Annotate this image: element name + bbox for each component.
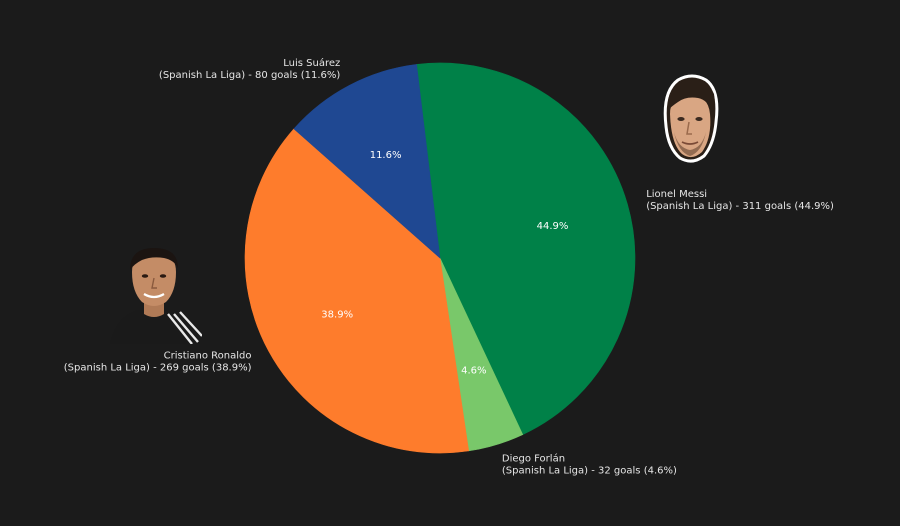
slice-label-detail-3: (Spanish La Liga) - 80 goals (11.6%) [159, 70, 340, 81]
percent-labels: 44.9% 4.6% 38.9% 11.6% [321, 150, 568, 377]
slice-label-detail-0: (Spanish La Liga) - 311 goals (44.9%) [646, 201, 834, 212]
slice-label-name-0: Lionel Messi [646, 189, 707, 200]
percent-label-3: 11.6% [370, 150, 402, 161]
slice-labels: Lionel Messi (Spanish La Liga) - 311 goal… [64, 57, 834, 476]
slice-label-detail-2: (Spanish La Liga) - 269 goals (38.9%) [64, 362, 252, 373]
slice-label-1: Diego Forlán (Spanish La Liga) - 32 goals… [502, 452, 677, 476]
messi-portrait-icon [663, 74, 719, 163]
pie-slice-3 [293, 64, 441, 259]
slice-label-detail-1: (Spanish La Liga) - 32 goals (4.6%) [502, 465, 677, 476]
percent-label-0: 44.9% [537, 221, 569, 232]
pie-slice-2 [244, 128, 470, 454]
percent-label-1: 4.6% [461, 366, 486, 377]
ronaldo-portrait-icon [110, 248, 202, 344]
percent-label-2: 38.9% [321, 309, 353, 320]
pie-slices [244, 62, 636, 454]
slice-label-name-2: Cristiano Ronaldo [164, 350, 252, 361]
slice-label-2: Cristiano Ronaldo (Spanish La Liga) - 269… [64, 350, 252, 373]
slice-label-name-3: Luis Suárez [283, 57, 340, 69]
slice-label-name-1: Diego Forlán [502, 452, 565, 464]
slice-label-3: Luis Suárez (Spanish La Liga) - 80 goals … [159, 57, 340, 81]
slice-label-0: Lionel Messi (Spanish La Liga) - 311 goal… [646, 189, 834, 212]
pie-slice-0 [416, 62, 636, 435]
